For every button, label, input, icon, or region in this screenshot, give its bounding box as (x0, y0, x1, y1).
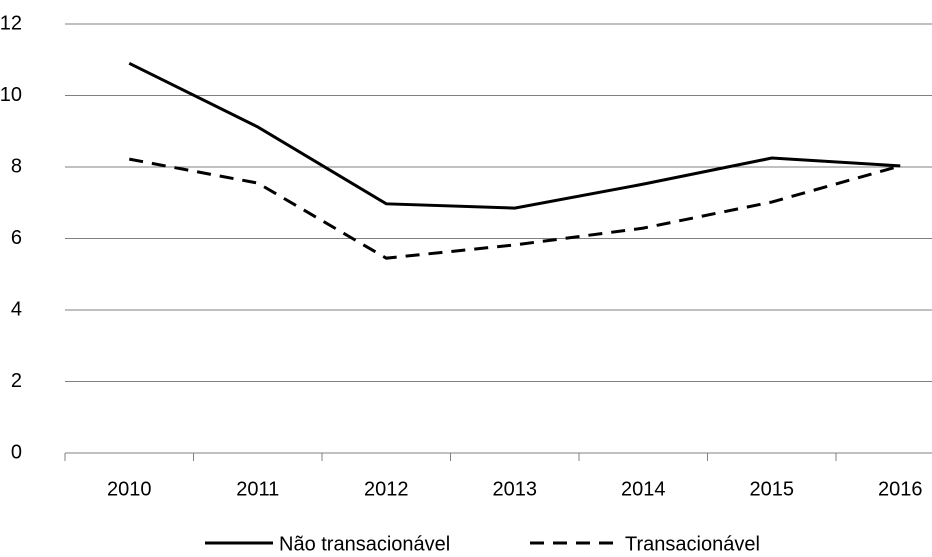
x-tick-label: 2013 (493, 478, 538, 500)
series-line (128, 157, 901, 260)
x-tick-label: 2015 (750, 478, 795, 500)
x-tick-label: 2011 (236, 478, 279, 500)
y-tick-label: 8 (11, 155, 22, 177)
x-tick-label: 2016 (878, 478, 923, 500)
x-tick-label: 2010 (107, 478, 152, 500)
x-tick-label: 2014 (621, 478, 666, 500)
y-tick-label: 2 (11, 370, 22, 392)
y-tick-label: 10 (0, 84, 22, 106)
y-tick-label: 6 (11, 227, 22, 249)
y-tick-label: 0 (11, 441, 22, 463)
legend-label: Transacionável (625, 533, 760, 555)
series-line (128, 61, 901, 210)
y-tick-label: 12 (0, 12, 22, 34)
x-tick-label: 2012 (364, 478, 409, 500)
y-tick-label: 4 (11, 298, 22, 320)
legend-label: Não transacionável (279, 533, 450, 555)
